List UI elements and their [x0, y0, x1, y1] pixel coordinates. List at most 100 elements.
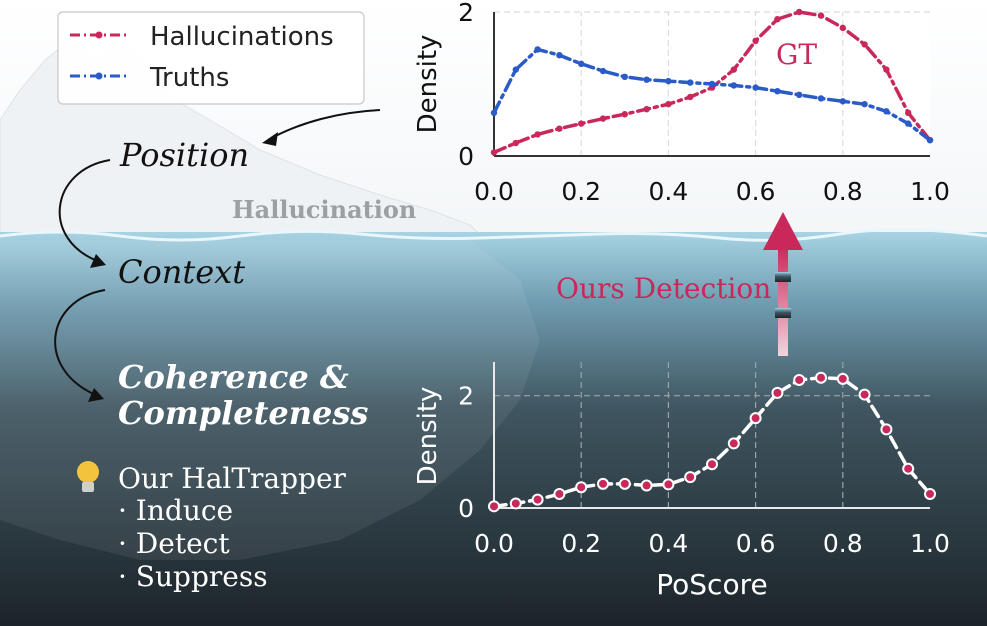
top-series-0-point-5	[599, 115, 607, 122]
top-series-1-point-12	[752, 84, 759, 91]
flow-step-coherence: Coherence &	[118, 358, 349, 396]
top-series-1-point-16	[839, 98, 846, 105]
bottom-series-0-point-17	[858, 388, 871, 401]
top-series-1-point-18	[883, 108, 890, 115]
top-series-1-point-17	[861, 100, 868, 108]
bottom-series-0-point-10	[706, 458, 718, 471]
bottom-chart-y-ticks: 02	[458, 382, 474, 523]
bottom-chart-y-label: Density	[413, 387, 443, 486]
detection-arrow-gap-2	[775, 308, 791, 318]
top-series-1-point-0	[490, 109, 498, 117]
top-series-1-point-10	[708, 80, 716, 88]
legend-truths-marker	[95, 72, 103, 80]
arrow-to-position-head	[262, 132, 278, 146]
top-series-1-point-3	[556, 52, 563, 59]
bottom-series-0-point-20	[924, 487, 936, 500]
detection-label: Ours Detection	[556, 272, 771, 305]
bottom-series-0-point-6	[618, 477, 631, 490]
top-series-1-point-4	[578, 60, 585, 68]
bottom-series-0-point-18	[880, 423, 893, 436]
legend-box	[57, 11, 365, 105]
bottom-series-0-point-3	[553, 487, 566, 500]
haltrapper-box: Our HalTrapper · Induce · Detect · Suppr…	[77, 461, 347, 593]
top-series-0-point-9	[687, 93, 694, 101]
bottom-series-0-point-0	[488, 500, 500, 513]
top-series-0-point-0	[490, 149, 498, 156]
bottom-chart-grid	[494, 362, 930, 508]
arrow-to-context	[58, 159, 111, 263]
top-series-1-point-11	[730, 82, 737, 89]
detection-arrow-head	[763, 212, 803, 250]
water-line	[0, 227, 987, 242]
top-series-0-point-12	[752, 37, 759, 44]
top-series-0-point-17	[861, 41, 868, 48]
top-chart-series	[490, 8, 934, 156]
bottom-series-0-point-1	[509, 497, 522, 510]
top-series-1-point-5	[599, 67, 607, 75]
top-density-chart: 0.0 0.2 0.4 0.6 0.8 1.0 02 Density GT	[413, 0, 950, 206]
top-y-tick-0: 0	[458, 142, 474, 171]
bottom-series-0-point-13	[771, 386, 784, 399]
bottom-x-tick-1: 0.2	[561, 529, 601, 558]
bottom-chart-x-label: PoScore	[656, 568, 767, 601]
top-series-0-point-11	[730, 66, 737, 73]
top-series-0-point-6	[621, 111, 628, 118]
top-series-0-point-7	[643, 106, 650, 113]
bottom-series-0-point-15	[815, 371, 827, 384]
top-x-tick-1: 0.2	[561, 177, 601, 206]
arrow-to-position	[267, 109, 381, 141]
top-series-0-point-13	[774, 16, 781, 23]
bottom-series-0-point-11	[727, 437, 740, 450]
top-x-tick-4: 0.8	[823, 177, 863, 206]
legend-truths-label: Truths	[149, 63, 229, 93]
arrow-to-coherence	[54, 289, 106, 397]
top-series-1-point-19	[905, 120, 912, 127]
top-chart-y-ticks: 02	[458, 0, 474, 171]
bottom-series-0-point-7	[640, 479, 653, 492]
bottom-y-tick-0: 0	[458, 494, 474, 523]
gt-label: GT	[776, 38, 817, 71]
haltrapper-item-detect: · Detect	[118, 527, 230, 560]
arrow-to-context-head	[90, 254, 106, 268]
bottom-series-0-point-4	[575, 481, 588, 494]
bottom-series-0-point-2	[531, 493, 544, 506]
bottom-series-0-point-9	[684, 471, 697, 484]
legend-hallucinations-label: Hallucinations	[150, 22, 334, 52]
haltrapper-item-suppress: · Suppress	[118, 560, 268, 593]
bottom-x-tick-2: 0.4	[649, 529, 689, 558]
iceberg-label: Hallucination	[232, 195, 416, 224]
top-series-1-point-7	[643, 76, 650, 83]
top-series-0-point-4	[578, 120, 585, 127]
top-series-1-point-13	[774, 88, 781, 95]
arrow-to-coherence-head	[88, 388, 104, 402]
detection-arrow-shaft	[778, 246, 788, 356]
top-series-1-point-8	[665, 77, 672, 85]
legend: Hallucinations Truths	[57, 11, 365, 105]
top-y-tick-1: 2	[458, 0, 474, 27]
flow-diagram: Position Context Coherence & Completenes…	[54, 109, 381, 432]
flow-step-context: Context	[118, 253, 245, 291]
top-series-1-point-1	[512, 66, 519, 73]
bottom-chart-x-ticks: 0.0 0.2 0.4 0.6 0.8 1.0	[474, 529, 950, 558]
top-x-tick-3: 0.6	[736, 177, 776, 206]
bottom-series-0-point-8	[662, 478, 675, 491]
top-series-0-point-1	[512, 139, 519, 147]
lightbulb-icon	[77, 461, 99, 492]
top-series-0-point-2	[534, 131, 541, 138]
top-series-1-point-20	[926, 136, 934, 144]
detection-arrow-gap-1	[775, 272, 791, 282]
bottom-series-0-point-16	[836, 372, 849, 385]
top-x-tick-0: 0.0	[474, 177, 514, 206]
flow-step-completeness: Completeness	[118, 394, 368, 432]
top-series-1-point-15	[817, 95, 825, 102]
bottom-x-tick-0: 0.0	[474, 529, 514, 558]
iceberg-underwater	[0, 240, 540, 560]
bottom-series-0-point-12	[749, 412, 762, 425]
bottom-y-tick-1: 2	[458, 382, 474, 411]
top-x-tick-2: 0.4	[649, 177, 689, 206]
detection-arrow	[763, 212, 803, 356]
top-series-0-point-16	[839, 24, 846, 32]
bottom-density-chart: 0.0 0.2 0.4 0.6 0.8 1.0 02 Density PoScore	[413, 362, 950, 601]
flow-step-position: Position	[119, 136, 249, 174]
